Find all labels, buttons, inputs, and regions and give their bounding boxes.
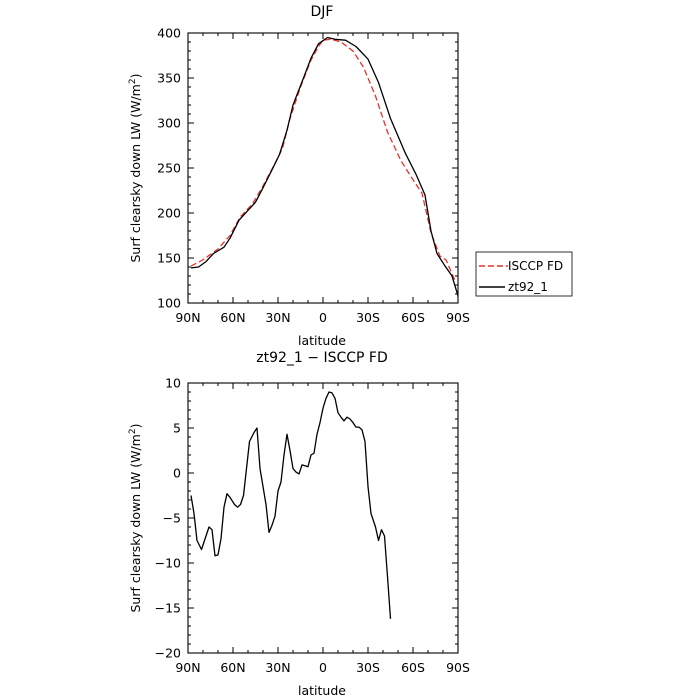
top-plot-frame	[187, 32, 459, 304]
legend-label-isccp: ISCCP FD	[508, 259, 563, 273]
y-tick-label: 400	[157, 26, 181, 41]
x-tick-label: 60N	[220, 660, 245, 675]
x-tick-label: 0	[319, 660, 327, 675]
series-line-1	[190, 36, 459, 296]
top-x-axis-label: latitude	[298, 333, 346, 348]
bottom-chart-title: zt92_1 − ISCCP FD	[256, 350, 387, 366]
bottom-ticks: 90N 60N 30N 0 30S 60S 90S 10 5 0 −5 −10 −15 −20	[155, 376, 470, 676]
x-tick-label: 60S	[401, 660, 425, 675]
y-tick-label: 10	[165, 376, 181, 391]
series-line-0	[190, 391, 392, 619]
legend: ISCCP FD zt92_1	[475, 251, 573, 297]
y-tick-label: 100	[157, 296, 181, 311]
y-tick-label: −15	[155, 601, 181, 616]
x-tick-label: 90S	[446, 310, 470, 325]
top-chart-title: DJF	[311, 4, 334, 20]
x-tick-label: 30S	[356, 310, 380, 325]
top-y-axis-label: Surf clearsky down LW (W/m2)	[128, 74, 143, 263]
x-tick-label: 0	[319, 310, 327, 325]
x-tick-label: 90S	[446, 660, 470, 675]
bottom-y-axis-label: Surf clearsky down LW (W/m2)	[128, 424, 143, 613]
y-tick-label: 300	[157, 116, 181, 131]
y-tick-label: 5	[173, 421, 181, 436]
legend-box	[475, 251, 573, 297]
y-tick-label: 150	[157, 251, 181, 266]
series-line-0	[190, 38, 456, 281]
y-tick-label: −10	[155, 556, 181, 571]
top-ticks: 90N 60N 30N 0 30S 60S 90S 100 150 200 250 300 350 400	[157, 26, 470, 326]
x-tick-label: 60S	[401, 310, 425, 325]
legend-label-zt92: zt92_1	[508, 280, 548, 294]
x-tick-label: 90N	[175, 660, 200, 675]
top-panel-djf: DJF 90N 60N 30N 0 30S 60S 90S 100 150 200 250 300 35…	[128, 4, 573, 348]
bottom-x-axis-label: latitude	[298, 683, 346, 698]
y-tick-label: 250	[157, 161, 181, 176]
x-tick-label: 30N	[265, 310, 290, 325]
x-tick-label: 30N	[265, 660, 290, 675]
y-tick-label: −5	[163, 511, 181, 526]
bottom-panel-difference: zt92_1 − ISCCP FD 90N 60N 30N 0 30S 60S 90S 10 5…	[128, 350, 470, 698]
bottom-series	[190, 391, 392, 619]
y-tick-label: 200	[157, 206, 181, 221]
bottom-plot-frame	[187, 382, 459, 654]
x-tick-label: 90N	[175, 310, 200, 325]
y-tick-label: −20	[155, 646, 181, 661]
y-tick-label: 0	[173, 466, 181, 481]
x-tick-label: 60N	[220, 310, 245, 325]
top-series	[190, 36, 459, 296]
y-tick-label: 350	[157, 71, 181, 86]
x-tick-label: 30S	[356, 660, 380, 675]
